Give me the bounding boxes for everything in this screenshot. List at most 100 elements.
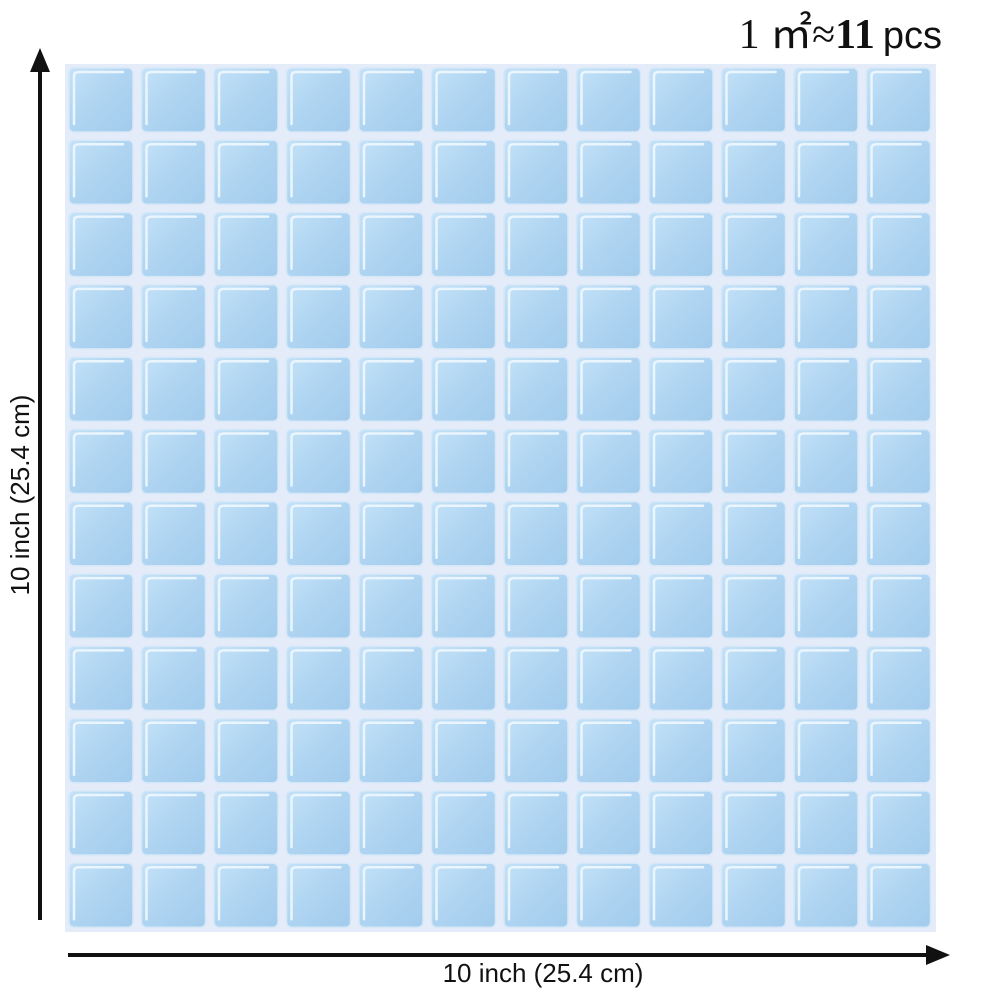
tile-highlight xyxy=(145,866,197,921)
tile xyxy=(213,356,279,422)
tile xyxy=(213,501,279,567)
tile xyxy=(648,139,714,206)
tile-highlight xyxy=(870,576,922,632)
tile xyxy=(140,284,207,350)
tile-highlight xyxy=(362,70,415,126)
tile-highlight xyxy=(652,649,705,704)
tile-highlight xyxy=(145,359,197,415)
tile-highlight xyxy=(797,359,850,415)
tile xyxy=(793,428,859,495)
tile xyxy=(503,284,569,350)
tile xyxy=(213,67,279,133)
tile-highlight xyxy=(507,70,560,126)
tile xyxy=(865,501,932,567)
tile-highlight xyxy=(435,504,487,560)
tile-highlight xyxy=(725,359,777,415)
tile xyxy=(575,501,642,567)
tile xyxy=(793,862,859,929)
tile xyxy=(865,139,932,206)
tile xyxy=(213,862,279,929)
tile-highlight xyxy=(435,866,487,921)
tile xyxy=(68,67,134,133)
tile xyxy=(720,67,787,133)
tile-highlight xyxy=(507,576,560,632)
tile-highlight xyxy=(725,215,777,270)
tile-highlight xyxy=(435,143,487,198)
tile-highlight xyxy=(797,143,850,198)
tile-highlight xyxy=(217,287,270,343)
tile-highlight xyxy=(797,721,850,776)
coverage-count: 11 xyxy=(835,12,875,58)
tile-highlight xyxy=(290,649,342,704)
tile-highlight xyxy=(725,721,777,776)
tile xyxy=(503,139,569,206)
tile xyxy=(793,211,859,278)
tile-highlight xyxy=(507,721,560,776)
tile xyxy=(503,862,569,929)
tile-highlight xyxy=(870,649,922,704)
tile-highlight xyxy=(217,793,270,849)
tile xyxy=(285,573,352,639)
tile xyxy=(648,67,714,133)
tile-highlight xyxy=(725,793,777,849)
tile xyxy=(503,573,569,639)
tile-highlight xyxy=(797,287,850,343)
tile xyxy=(285,501,352,567)
tile xyxy=(865,428,932,495)
tile xyxy=(793,573,859,639)
tile-highlight xyxy=(652,866,705,921)
tile xyxy=(648,573,714,639)
tile-highlight xyxy=(435,576,487,632)
tile xyxy=(503,428,569,495)
tile xyxy=(285,139,352,206)
tile xyxy=(793,356,859,422)
tile xyxy=(865,573,932,639)
tile xyxy=(68,717,134,784)
tile xyxy=(575,862,642,929)
tile-highlight xyxy=(725,649,777,704)
tile xyxy=(140,67,207,133)
tile xyxy=(720,862,787,929)
tile-highlight xyxy=(290,432,342,487)
tile xyxy=(430,573,497,639)
tile-highlight xyxy=(72,649,125,704)
tile xyxy=(503,211,569,278)
tile-highlight xyxy=(362,432,415,487)
tile xyxy=(648,501,714,567)
tile-highlight xyxy=(870,504,922,560)
tile-highlight xyxy=(362,866,415,921)
tile xyxy=(720,356,787,422)
tile xyxy=(430,67,497,133)
tile xyxy=(575,67,642,133)
tile-highlight xyxy=(362,721,415,776)
tile-highlight xyxy=(290,70,342,126)
tile-highlight xyxy=(217,866,270,921)
tile-highlight xyxy=(362,649,415,704)
tile xyxy=(793,284,859,350)
tile-highlight xyxy=(725,866,777,921)
tile-highlight xyxy=(580,359,632,415)
tile-highlight xyxy=(290,287,342,343)
tile-highlight xyxy=(652,793,705,849)
tile-highlight xyxy=(217,143,270,198)
tile-highlight xyxy=(870,70,922,126)
tile xyxy=(575,284,642,350)
tile-highlight xyxy=(580,576,632,632)
tile xyxy=(648,862,714,929)
tile xyxy=(285,284,352,350)
tile-highlight xyxy=(362,215,415,270)
tile-highlight xyxy=(435,649,487,704)
tile-highlight xyxy=(507,866,560,921)
tile-highlight xyxy=(507,215,560,270)
tile-highlight xyxy=(217,576,270,632)
tile xyxy=(503,645,569,712)
tile xyxy=(430,862,497,929)
tile xyxy=(865,645,932,712)
tile-highlight xyxy=(507,432,560,487)
tile-highlight xyxy=(870,721,922,776)
tile xyxy=(285,356,352,422)
tile-highlight xyxy=(435,793,487,849)
coverage-area: 1 ㎡≈ xyxy=(739,11,836,58)
tile-highlight xyxy=(72,215,125,270)
tile xyxy=(575,211,642,278)
